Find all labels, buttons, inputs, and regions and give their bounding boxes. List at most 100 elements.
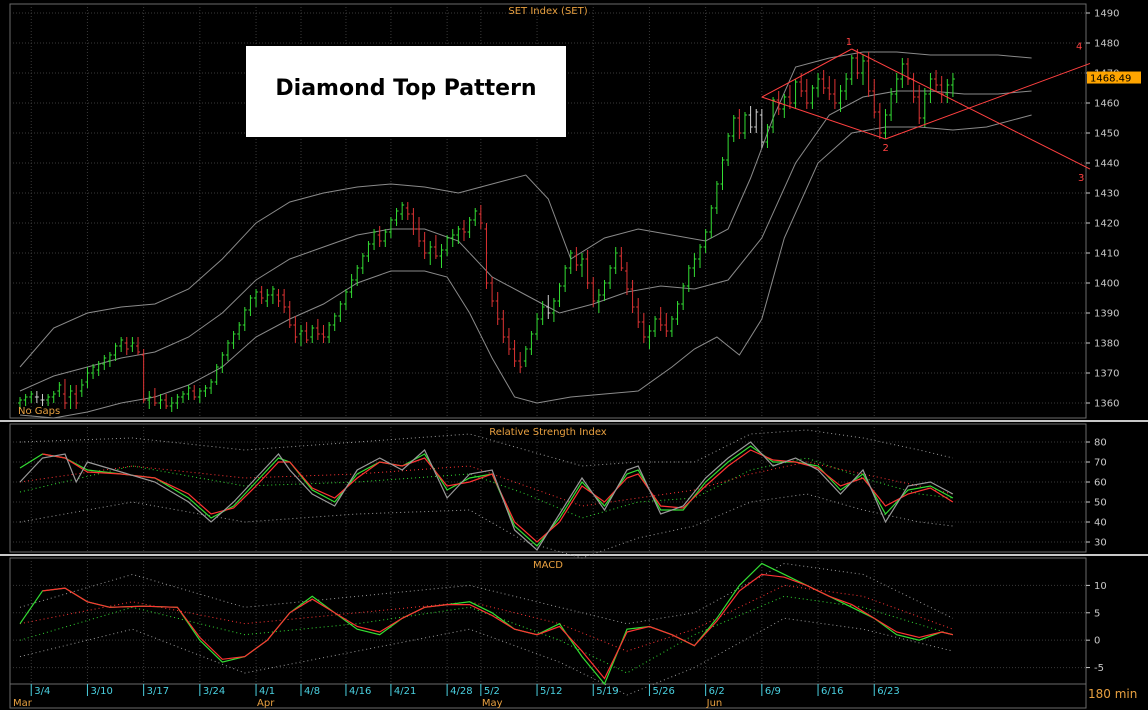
ohlc-bar: [782, 94, 787, 118]
ohlc-bar: [551, 298, 556, 322]
ohlc-bar: [366, 241, 371, 262]
x-tick-label: 6/16: [821, 686, 843, 697]
ohlc-bar: [254, 289, 259, 307]
ohlc-bar: [304, 322, 309, 343]
ohlc-bar: [293, 316, 298, 343]
ohlc-bar: [501, 310, 506, 343]
ohlc-bar: [939, 76, 944, 103]
ohlc-bar: [945, 79, 950, 103]
ohlc-bar: [720, 157, 725, 190]
ohlc-bar: [428, 241, 433, 265]
macd-title: MACD: [533, 560, 563, 571]
ohlc-bar: [383, 229, 388, 247]
ohlc-bar: [315, 319, 320, 340]
ohlc-bar: [102, 355, 107, 370]
ohlc-bar: [439, 244, 444, 268]
ohlc-bar: [754, 109, 759, 133]
ohlc-bar: [905, 58, 910, 85]
ohlc-bar: [512, 340, 517, 367]
ohlc-bar: [591, 277, 596, 307]
ohlc-bar: [473, 208, 478, 226]
month-tick-label: Jun: [706, 698, 723, 709]
bollinger-upper-line: [19, 51, 1032, 368]
month-tick-label: May: [482, 698, 503, 709]
ohlc-bar: [209, 379, 214, 394]
ohlc-bar: [613, 247, 618, 274]
ohlc-bar: [68, 385, 73, 409]
month-tick-label: Apr: [257, 698, 275, 709]
ohlc-bar: [360, 253, 365, 274]
ohlc-bar: [641, 313, 646, 343]
indicator-line: [19, 441, 954, 551]
ohlc-bar: [343, 289, 348, 310]
ohlc-bar: [79, 379, 84, 397]
y-tick-label: 0: [1094, 636, 1100, 647]
ohlc-bar: [417, 217, 422, 247]
ohlc-bar: [838, 85, 843, 112]
indicator-line: [19, 445, 954, 547]
y-tick-label: 1420: [1094, 219, 1119, 230]
ohlc-bar: [18, 397, 22, 409]
pattern-point-label: 2: [882, 143, 888, 154]
ohlc-bar: [861, 55, 865, 85]
ohlc-bar: [535, 313, 540, 340]
ohlc-bar: [950, 73, 955, 97]
timeframe-label: 180 min: [1088, 687, 1137, 701]
ohlc-bar: [405, 202, 410, 220]
ohlc-bar: [928, 73, 933, 103]
indicator-dotted-line: [19, 617, 954, 696]
ohlc-bar: [546, 295, 551, 319]
ohlc-bar: [124, 337, 129, 355]
ohlc-bar: [338, 301, 343, 322]
ohlc-bar: [203, 385, 208, 397]
ohlc-bar: [62, 379, 67, 409]
ohlc-bar: [136, 337, 141, 355]
x-tick-label: 5/2: [484, 686, 500, 697]
ohlc-bar: [540, 301, 545, 325]
y-tick-label: 1410: [1094, 249, 1119, 260]
ohlc-bar: [681, 283, 686, 310]
x-tick-label: 6/2: [709, 686, 725, 697]
x-tick-label: 4/16: [349, 686, 371, 697]
y-tick-label: 1450: [1094, 129, 1119, 140]
month-tick-label: Mar: [13, 698, 33, 709]
ohlc-bar: [349, 274, 354, 298]
x-tick-label: 6/23: [877, 686, 899, 697]
ohlc-bar: [703, 229, 708, 253]
ohlc-bar: [624, 262, 629, 295]
ohlc-bar: [563, 265, 568, 292]
ohlc-bar: [759, 109, 764, 148]
ohlc-bar: [737, 109, 742, 139]
ohlc-bar: [40, 394, 45, 406]
ohlc-bar: [608, 265, 613, 289]
ohlc-bar: [911, 73, 916, 103]
ohlc-bar: [388, 217, 393, 238]
ohlc-bar: [883, 109, 888, 139]
indicator-line: [42, 573, 954, 680]
ohlc-bar: [259, 286, 264, 304]
ohlc-bar: [709, 205, 714, 238]
ohlc-bar: [225, 340, 230, 361]
ohlc-bar: [714, 181, 719, 214]
rsi-title: Relative Strength Index: [489, 427, 607, 438]
ohlc-bar: [34, 391, 39, 403]
ohlc-bar: [686, 265, 691, 292]
ohlc-bar: [518, 352, 523, 373]
ohlc-bar: [529, 331, 534, 355]
ohlc-bar: [197, 388, 202, 403]
x-axis-strip: [9, 683, 1087, 709]
y-tick-label: 1490: [1094, 9, 1119, 20]
no-gaps-label: No Gaps: [18, 406, 60, 417]
price-chart-title: SET Index (SET): [508, 6, 587, 17]
ohlc-bar: [630, 280, 635, 313]
ohlc-bar: [214, 364, 219, 385]
ohlc-bar: [557, 283, 562, 307]
y-tick-label: 1360: [1094, 399, 1119, 410]
x-tick-label: 4/28: [450, 686, 472, 697]
pattern-point-label: 4: [1076, 41, 1082, 52]
ohlc-bar: [804, 79, 809, 109]
ohlc-bar: [192, 385, 197, 400]
ohlc-bar: [647, 325, 652, 349]
ohlc-bar: [310, 325, 315, 343]
ohlc-bar: [107, 352, 112, 367]
